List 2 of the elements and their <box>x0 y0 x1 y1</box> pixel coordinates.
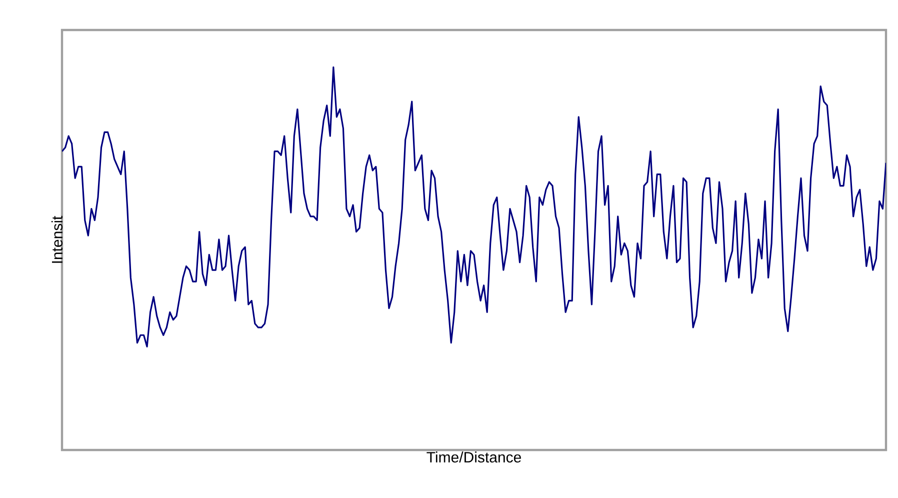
x-axis-title: Time/Distance <box>426 452 521 463</box>
y-axis-title: Intensit <box>51 216 62 263</box>
